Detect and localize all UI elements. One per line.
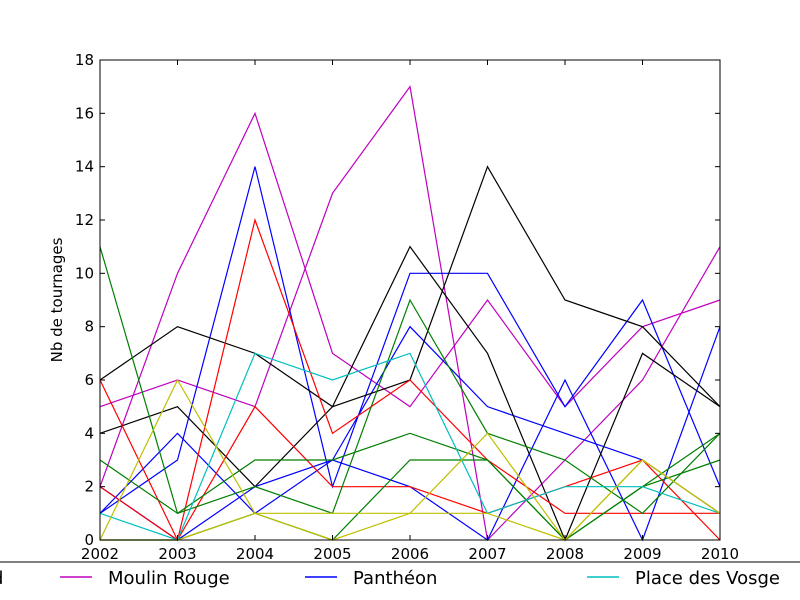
y-tick-label: 16 bbox=[75, 104, 94, 122]
y-tick-label: 18 bbox=[75, 51, 94, 69]
series-line-1 bbox=[99, 111, 721, 487]
x-tick-label: 2003 bbox=[158, 545, 196, 563]
series-line-3 bbox=[99, 166, 721, 514]
legend: d Moulin Rouge Panthéon Place des Vosge bbox=[0, 561, 800, 589]
series-line-8 bbox=[99, 217, 720, 542]
series-line-4 bbox=[99, 325, 721, 515]
y-tick-label: 4 bbox=[84, 424, 94, 442]
legend-entry-label: Moulin Rouge bbox=[108, 568, 230, 589]
series-line-13 bbox=[99, 352, 721, 541]
y-tick-label: 10 bbox=[75, 264, 94, 282]
series-line-15 bbox=[100, 459, 721, 541]
y-tick-label: 0 bbox=[84, 531, 94, 549]
series-line-7 bbox=[99, 245, 721, 542]
y-tick-label: 8 bbox=[84, 318, 94, 336]
x-tick-label: 2009 bbox=[623, 545, 661, 563]
x-tick-label: 2008 bbox=[546, 545, 584, 563]
ticks-layer: 2002 2003 2004 2005 2006 2007 2008 2009 2010 0 2 4 6… bbox=[75, 51, 739, 563]
series-line-2 bbox=[99, 85, 721, 542]
series-layer bbox=[99, 85, 721, 542]
series-line-6 bbox=[99, 165, 721, 408]
x-tick-label: 2010 bbox=[701, 545, 739, 563]
y-tick-label: 6 bbox=[84, 371, 94, 389]
x-tick-label: 2007 bbox=[468, 545, 506, 563]
y-tick-label: 2 bbox=[84, 478, 94, 496]
x-tick-label: 2004 bbox=[236, 545, 274, 563]
series-line-12 bbox=[100, 459, 721, 541]
legend-entry-label: d bbox=[0, 568, 3, 589]
series-line-10 bbox=[99, 246, 721, 515]
series-line-9 bbox=[99, 405, 721, 541]
y-tick-label: 12 bbox=[75, 211, 94, 229]
legend-entry-label: Place des Vosge bbox=[635, 568, 780, 589]
x-tick-label: 2002 bbox=[81, 545, 119, 563]
legend-entry-label: Panthéon bbox=[353, 568, 437, 589]
y-axis-label: Nb de tournages bbox=[48, 237, 66, 362]
x-tick-label: 2006 bbox=[391, 545, 429, 563]
y-tick-label: 14 bbox=[75, 158, 94, 176]
x-tick-label: 2005 bbox=[313, 545, 351, 563]
